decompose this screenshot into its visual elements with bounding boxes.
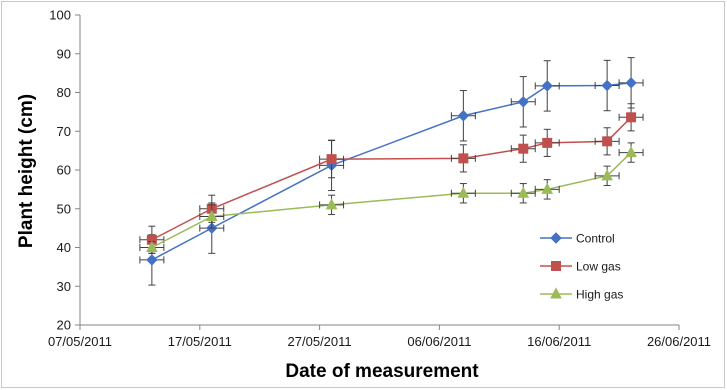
y-axis-ticks: 20 30 40 50 60 70 80 90 100 bbox=[49, 8, 80, 333]
legend-marker bbox=[550, 287, 562, 299]
y-tick-label: 30 bbox=[57, 279, 71, 294]
y-tick-label: 50 bbox=[57, 201, 71, 216]
x-tick-label: 26/06/2011 bbox=[647, 334, 711, 349]
data-point bbox=[517, 96, 529, 108]
legend-marker bbox=[551, 261, 561, 271]
legend-marker bbox=[550, 232, 562, 244]
data-point bbox=[326, 154, 337, 165]
data-point bbox=[205, 209, 218, 221]
y-tick-label: 90 bbox=[57, 46, 71, 61]
series-line bbox=[151, 82, 632, 261]
y-tick-label: 40 bbox=[57, 240, 71, 255]
data-point bbox=[517, 186, 530, 198]
data-point bbox=[626, 112, 637, 123]
x-axis-title: Date of measurement bbox=[285, 361, 479, 382]
legend-item: High gas bbox=[540, 287, 623, 302]
series-layer bbox=[139, 57, 644, 286]
data-point bbox=[602, 136, 613, 147]
x-tick-label: 17/05/2011 bbox=[168, 334, 232, 349]
series-control bbox=[139, 57, 644, 286]
legend-label: Control bbox=[576, 232, 615, 246]
data-point bbox=[325, 198, 338, 210]
x-tick-label: 06/06/2011 bbox=[407, 334, 471, 349]
legend: Control Low gas High gas bbox=[540, 232, 623, 302]
x-tick-label: 27/05/2011 bbox=[288, 334, 352, 349]
series-line bbox=[151, 152, 632, 249]
error-bar bbox=[450, 144, 476, 173]
legend-item: Control bbox=[540, 232, 615, 246]
data-point bbox=[146, 254, 158, 266]
y-tick-label: 80 bbox=[57, 85, 71, 100]
y-tick-label: 20 bbox=[57, 318, 71, 333]
y-tick-label: 60 bbox=[57, 163, 71, 178]
x-axis-ticks: 07/05/2011 17/05/2011 27/05/2011 06/06/2011… bbox=[48, 325, 711, 349]
data-point bbox=[146, 240, 158, 252]
data-point bbox=[457, 186, 470, 198]
legend-label: High gas bbox=[576, 288, 623, 302]
data-point bbox=[518, 143, 529, 154]
data-point bbox=[542, 137, 553, 148]
data-point bbox=[601, 169, 613, 181]
data-point bbox=[541, 182, 554, 194]
series-high-gas bbox=[139, 142, 644, 254]
data-point bbox=[625, 77, 637, 89]
y-tick-label: 70 bbox=[57, 124, 71, 139]
x-tick-label: 07/05/2011 bbox=[48, 334, 112, 349]
data-point bbox=[601, 79, 613, 92]
legend-item: Low gas bbox=[540, 260, 621, 274]
data-point bbox=[541, 80, 553, 92]
y-axis-title: Plant height (cm) bbox=[16, 94, 37, 248]
data-point bbox=[458, 153, 469, 164]
x-tick-label: 16/06/2011 bbox=[527, 334, 591, 349]
y-tick-label: 100 bbox=[49, 8, 71, 23]
series-low-gas bbox=[139, 103, 644, 254]
legend-label: Low gas bbox=[576, 260, 621, 274]
data-point bbox=[625, 145, 637, 158]
data-point bbox=[457, 110, 470, 122]
